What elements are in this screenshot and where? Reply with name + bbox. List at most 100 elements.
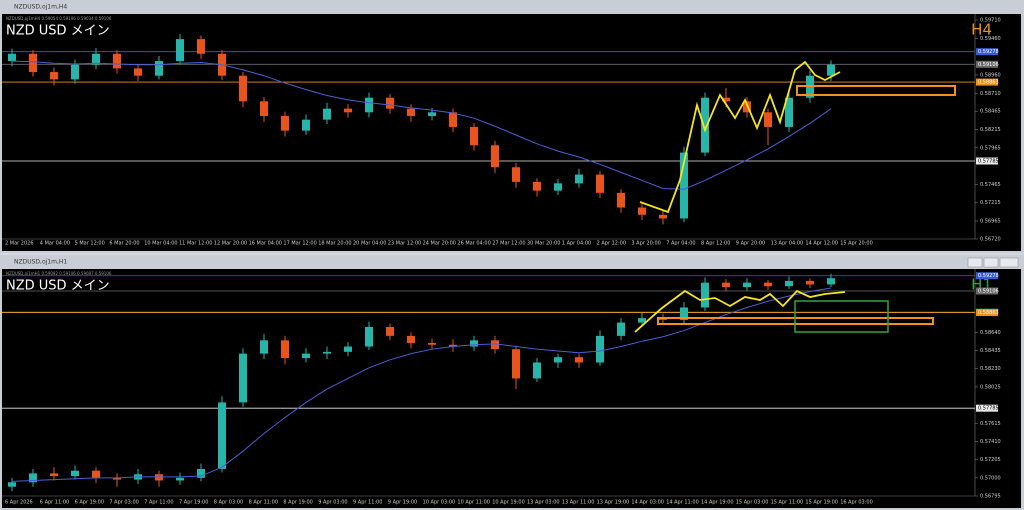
date-label: 1 Apr 04:00: [562, 241, 591, 247]
candle-body: [806, 280, 814, 285]
date-label: 24 Mar 20:00: [423, 241, 456, 247]
date-label: 8 Apr 03:00: [214, 500, 243, 506]
candle-body: [260, 340, 268, 354]
candle-body: [533, 181, 541, 191]
candle-body: [134, 68, 142, 76]
price-label: 0.58230: [980, 366, 1001, 372]
date-label: 9 Apr 20:00: [736, 241, 765, 247]
chart-info: NZDUSD,oj1mH1 0.59092 0.59106 0.59087 0.…: [6, 271, 112, 276]
candle-body: [71, 470, 79, 477]
candle-body: [554, 357, 562, 363]
candle-body: [659, 214, 667, 219]
price-tag: [976, 60, 998, 68]
candle-body: [29, 473, 37, 483]
date-label: 5 Mar 12:00: [75, 241, 105, 247]
candle-body: [302, 353, 310, 359]
candle-body: [197, 39, 205, 54]
date-label: 14 Apr 11:00: [666, 500, 699, 506]
candle-body: [302, 119, 310, 131]
symbol-label: NZD USD メイン: [6, 24, 110, 39]
candle-body: [218, 402, 226, 469]
price-tag-label: 0.57785: [978, 406, 999, 412]
price-tag-label: 0.58863: [978, 310, 999, 316]
price-tag: [976, 309, 998, 317]
price-tag: [976, 157, 998, 165]
candle-body: [239, 75, 247, 102]
candle-body: [512, 349, 520, 379]
price-label: 0.58215: [980, 127, 1001, 133]
trend-drawing: [634, 289, 846, 333]
date-label: 16 Apr 03:00: [840, 500, 873, 506]
date-label: 15 Apr 19:00: [805, 500, 838, 506]
candle-body: [722, 282, 730, 288]
h4-chart: NZDUSD,oj1m,H4 NZDUSD,oj1mH4 0.59054 0.59…: [2, 4, 1001, 247]
candle-body: [113, 53, 121, 69]
price-tag-label: 0.59278: [978, 49, 999, 55]
candle-body: [470, 340, 478, 347]
date-label: 18 Mar 20:00: [318, 241, 351, 247]
candle-body: [785, 280, 793, 287]
candle-body: [617, 322, 625, 336]
candle-body: [764, 112, 772, 127]
candle-body: [575, 357, 583, 363]
date-label: 15 Apr 11:00: [771, 500, 804, 506]
chart-info: NZDUSD,oj1mH4 0.59054 0.59106 0.59034 0.…: [6, 16, 112, 21]
price-tag-label: 0.58863: [978, 80, 999, 86]
date-label: 14 Apr 19:00: [701, 500, 734, 506]
date-label: 30 Mar 20:00: [527, 241, 560, 247]
price-tag: [976, 48, 998, 56]
price-label: 0.57215: [980, 200, 1001, 206]
candle-body: [617, 192, 625, 208]
date-label: 2 Mar 2026: [5, 241, 34, 247]
candle-body: [323, 351, 331, 354]
candle-body: [491, 340, 499, 350]
price-label: 0.57410: [980, 439, 1001, 445]
candle-body: [638, 207, 646, 215]
date-label: 13 Apr 19:00: [597, 500, 630, 506]
date-label: 14 Apr 12:00: [805, 241, 838, 247]
window-buttons: [967, 257, 1019, 268]
candle-body: [50, 473, 58, 477]
candle-body: [281, 115, 289, 131]
price-label: 0.57000: [980, 475, 1001, 481]
date-label: 7 Apr 04:00: [666, 241, 695, 247]
chart-area: [2, 269, 1021, 508]
date-label: 13 Apr 03:00: [527, 500, 560, 506]
zone-box: [796, 85, 956, 96]
date-label: 6 Apr 2026: [5, 500, 33, 506]
date-label: 27 Mar 12:00: [492, 241, 525, 247]
candle-body: [260, 101, 268, 116]
date-label: 26 Mar 04:00: [457, 241, 490, 247]
date-label: 7 Apr 03:00: [109, 500, 138, 506]
close-button[interactable]: [999, 257, 1019, 268]
date-label: 12 Mar 20:00: [214, 241, 247, 247]
symbol-label: NZD USD メイン: [6, 279, 110, 294]
maximize-button[interactable]: [983, 257, 999, 268]
date-label: 6 Apr 19:00: [75, 500, 104, 506]
date-label: 9 Apr 19:00: [388, 500, 417, 506]
candle-body: [533, 362, 541, 379]
price-label: 0.58025: [980, 384, 1001, 390]
date-label: 10 Apr 11:00: [457, 500, 490, 506]
candle-body: [659, 318, 667, 320]
price-tag: [976, 78, 998, 86]
price-tag-label: 0.59278: [978, 273, 999, 279]
date-label: 7 Apr 11:00: [144, 500, 173, 506]
price-label: 0.57615: [980, 421, 1001, 427]
candle-body: [386, 97, 394, 109]
candle-body: [449, 344, 457, 347]
date-label: 15 Apr 03:00: [736, 500, 769, 506]
timeframe-label: H4: [971, 21, 992, 39]
minimize-button[interactable]: [967, 257, 983, 268]
price-label: 0.58710: [980, 91, 1001, 97]
candle-body: [71, 64, 79, 80]
trend-drawing: [639, 60, 841, 214]
candle-body: [281, 340, 289, 359]
h1-chart: NZDUSD,oj1m,H1 NZDUSD,oj1mH1 0.59092 0.59…: [2, 259, 1001, 506]
candle-body: [365, 97, 373, 113]
date-label: 13 Apr 11:00: [562, 500, 595, 506]
price-label: 0.59460: [980, 36, 1001, 42]
candle-body: [50, 72, 58, 80]
